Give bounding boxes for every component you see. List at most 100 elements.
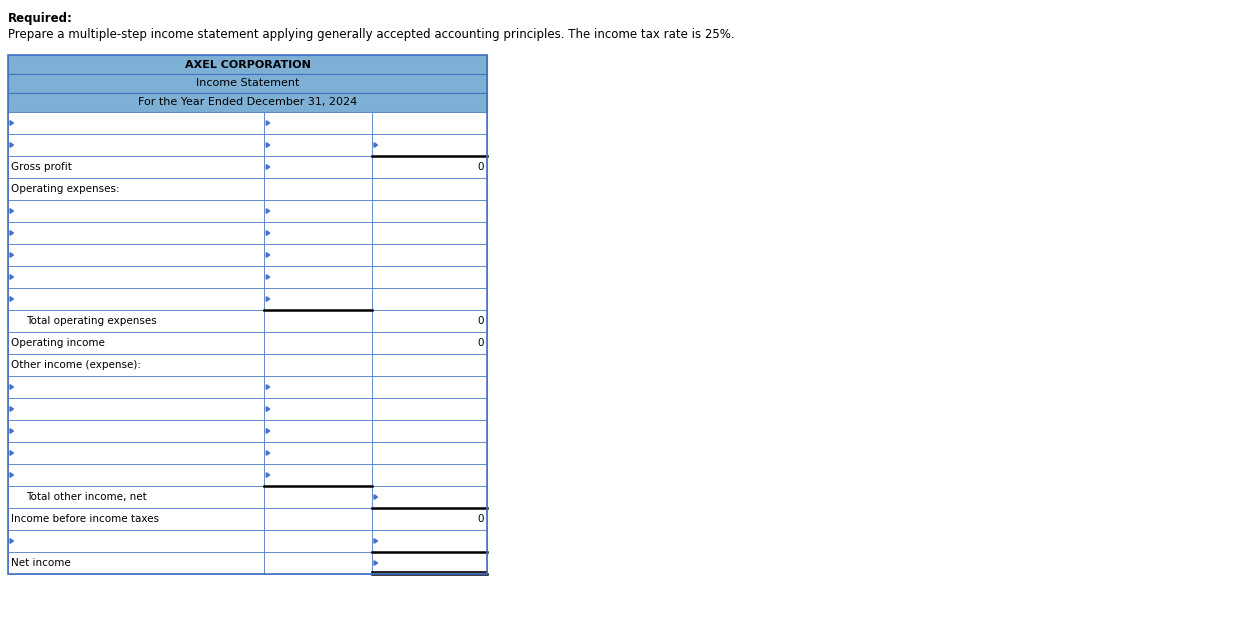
Bar [372, 222, 487, 244]
Text: Total other income, net: Total other income, net [26, 492, 147, 502]
Text: Other income (expense):: Other income (expense): [11, 360, 140, 370]
Bar [265, 310, 372, 332]
Bar [265, 464, 372, 486]
Text: 0: 0 [477, 514, 484, 524]
Polygon shape [266, 407, 270, 411]
Polygon shape [266, 120, 270, 125]
Bar [372, 200, 487, 222]
Polygon shape [266, 143, 270, 147]
Bar [372, 354, 487, 376]
Bar [265, 134, 372, 156]
Bar [265, 178, 372, 200]
Bar [7, 266, 265, 288]
Bar [372, 266, 487, 288]
Text: AXEL CORPORATION: AXEL CORPORATION [184, 59, 311, 69]
Bar [7, 200, 265, 222]
Bar [265, 398, 372, 420]
Bar [265, 420, 372, 442]
Bar [7, 156, 265, 178]
Bar [372, 310, 487, 332]
Polygon shape [266, 275, 270, 280]
Polygon shape [10, 539, 14, 544]
Bar [265, 112, 372, 134]
Bar [7, 93, 487, 112]
Bar [265, 552, 372, 574]
Polygon shape [266, 208, 270, 213]
Polygon shape [266, 297, 270, 301]
Bar [7, 354, 265, 376]
Text: For the Year Ended December 31, 2024: For the Year Ended December 31, 2024 [138, 97, 357, 107]
Bar [265, 200, 372, 222]
Text: 0: 0 [477, 162, 484, 172]
Polygon shape [10, 275, 14, 280]
Polygon shape [266, 451, 270, 456]
Text: 0: 0 [477, 338, 484, 348]
Bar [372, 134, 487, 156]
Bar [372, 530, 487, 552]
Polygon shape [10, 407, 14, 411]
Polygon shape [10, 297, 14, 301]
Text: Prepare a multiple-step income statement applying generally accepted accounting : Prepare a multiple-step income statement… [7, 28, 735, 41]
Text: Net income: Net income [11, 558, 71, 568]
Bar [7, 310, 265, 332]
Polygon shape [10, 473, 14, 477]
Polygon shape [374, 561, 378, 565]
Bar [265, 288, 372, 310]
Polygon shape [10, 429, 14, 433]
Bar [265, 530, 372, 552]
Bar [7, 55, 487, 74]
Bar [265, 486, 372, 508]
Polygon shape [10, 208, 14, 213]
Bar [372, 178, 487, 200]
Text: Operating expenses:: Operating expenses: [11, 184, 119, 194]
Bar [7, 398, 265, 420]
Polygon shape [266, 473, 270, 477]
Bar [7, 112, 265, 134]
Bar [372, 112, 487, 134]
Text: Required:: Required: [7, 12, 73, 25]
Bar [372, 156, 487, 178]
Bar [7, 508, 265, 530]
Polygon shape [10, 253, 14, 257]
Bar [265, 376, 372, 398]
Polygon shape [266, 385, 270, 389]
Bar [7, 464, 265, 486]
Polygon shape [10, 231, 14, 235]
Bar [7, 486, 265, 508]
Bar [7, 332, 265, 354]
Text: Income Statement: Income Statement [196, 79, 300, 89]
Bar [7, 530, 265, 552]
Bar [7, 376, 265, 398]
Bar [7, 222, 265, 244]
Bar [7, 442, 265, 464]
Bar [265, 354, 372, 376]
Polygon shape [10, 143, 14, 147]
Polygon shape [10, 120, 14, 125]
Polygon shape [266, 253, 270, 257]
Bar [7, 552, 265, 574]
Bar [265, 222, 372, 244]
Bar [7, 74, 487, 93]
Bar [372, 244, 487, 266]
Polygon shape [374, 495, 378, 499]
Bar [372, 552, 487, 574]
Bar [372, 508, 487, 530]
Text: Gross profit: Gross profit [11, 162, 72, 172]
Polygon shape [374, 143, 378, 147]
Polygon shape [10, 451, 14, 456]
Bar [7, 288, 265, 310]
Text: 0: 0 [477, 316, 484, 326]
Polygon shape [266, 231, 270, 235]
Bar [372, 486, 487, 508]
Bar [372, 376, 487, 398]
Text: Total operating expenses: Total operating expenses [26, 316, 157, 326]
Bar [7, 244, 265, 266]
Bar [372, 288, 487, 310]
Bar [7, 178, 265, 200]
Bar [7, 134, 265, 156]
Bar [265, 442, 372, 464]
Polygon shape [10, 385, 14, 389]
Polygon shape [374, 539, 378, 544]
Bar [7, 55, 487, 574]
Bar [265, 156, 372, 178]
